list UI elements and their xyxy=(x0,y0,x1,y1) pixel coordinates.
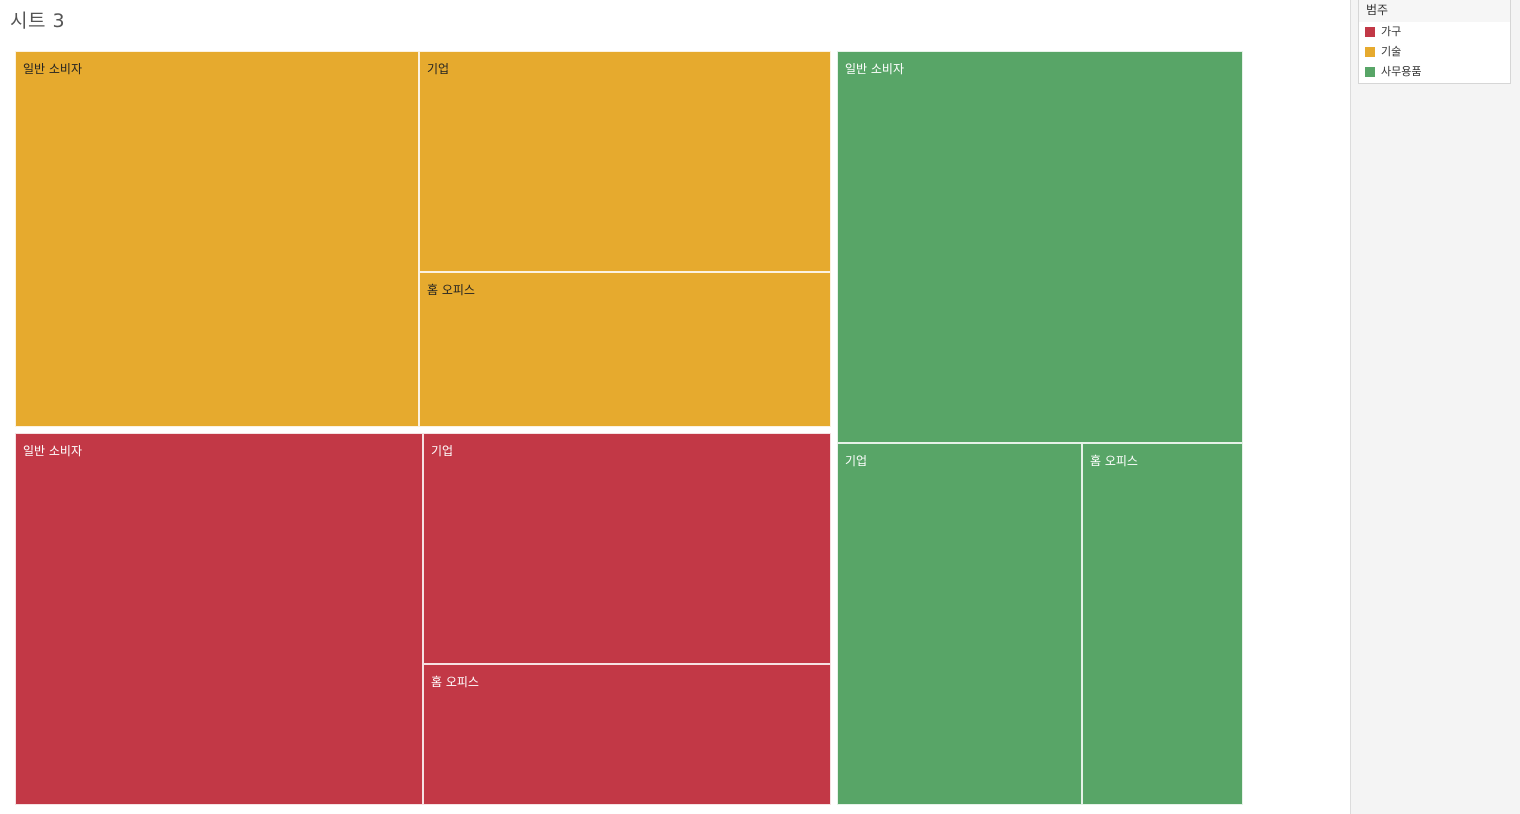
treemap-tile-label: 기업 xyxy=(845,454,868,468)
treemap-tile[interactable]: 일반 소비자 xyxy=(15,51,419,427)
treemap-chart: 일반 소비자 기업 홈 오피스 일반 소비자 기업 홈 오피스 일반 소비자 기업 홈 오피스 xyxy=(15,51,1243,805)
treemap-tile-label: 홈 오피스 xyxy=(427,283,475,297)
treemap-tile-label: 홈 오피스 xyxy=(431,675,479,689)
treemap-tile[interactable]: 기업 xyxy=(423,433,831,664)
treemap-tile[interactable]: 홈 오피스 xyxy=(1082,443,1243,805)
legend-label: 기술 xyxy=(1381,45,1402,58)
treemap-tile[interactable]: 일반 소비자 xyxy=(15,433,423,805)
legend-item-office-supplies[interactable]: 사무용품 xyxy=(1359,62,1510,82)
side-panel: 범주 가구 기술 사무용품 xyxy=(1350,0,1520,814)
treemap-tile[interactable]: 홈 오피스 xyxy=(423,664,831,805)
legend-item-technology[interactable]: 기술 xyxy=(1359,42,1510,62)
treemap-tile[interactable]: 기업 xyxy=(837,443,1082,805)
legend-swatch-furniture xyxy=(1365,27,1375,37)
sheet-title: 시트 3 xyxy=(10,10,66,32)
treemap-tile-label: 홈 오피스 xyxy=(1090,454,1138,468)
treemap-tile-label: 일반 소비자 xyxy=(23,444,83,458)
legend-item-furniture[interactable]: 가구 xyxy=(1359,22,1510,42)
treemap-tile-label: 기업 xyxy=(427,62,450,76)
treemap-tile[interactable]: 일반 소비자 xyxy=(837,51,1243,443)
legend-swatch-office-supplies xyxy=(1365,67,1375,77)
treemap-tile[interactable]: 홈 오피스 xyxy=(419,272,831,427)
treemap-tile-label: 일반 소비자 xyxy=(845,62,905,76)
legend-title: 범주 xyxy=(1359,0,1510,22)
legend-label: 사무용품 xyxy=(1381,65,1422,78)
treemap-tile-label: 기업 xyxy=(431,444,454,458)
treemap-tile[interactable]: 기업 xyxy=(419,51,831,272)
legend-label: 가구 xyxy=(1381,25,1402,38)
color-legend[interactable]: 범주 가구 기술 사무용품 xyxy=(1358,0,1511,84)
treemap-tile-label: 일반 소비자 xyxy=(23,62,83,76)
legend-swatch-technology xyxy=(1365,47,1375,57)
